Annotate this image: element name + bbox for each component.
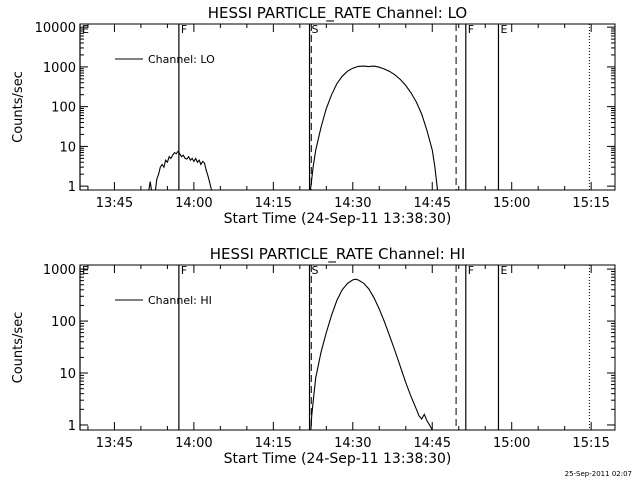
x-tick-label-lo: 14:00 [175, 196, 212, 211]
x-tick-label-lo: 13:45 [96, 196, 133, 211]
x-tick-label-lo: 14:30 [334, 196, 371, 211]
y-tick-label-lo: 100 [51, 101, 76, 116]
y-tick-label-hi: 10 [59, 367, 76, 382]
event-marker-label-lo: E [82, 23, 89, 36]
chart-title-hi: HESSI PARTICLE_RATE Channel: HI [210, 245, 466, 264]
event-marker-label-hi: S [312, 264, 319, 277]
y-tick-label-lo: 10000 [35, 21, 76, 36]
x-tick-label-hi: 14:30 [334, 436, 371, 451]
x-tick-label-hi: 13:45 [96, 436, 133, 451]
event-marker-label-hi: E [82, 264, 89, 277]
y-tick-label-lo: 10 [59, 140, 76, 155]
x-tick-label-lo: 14:15 [255, 196, 292, 211]
y-tick-label-lo: 1 [68, 180, 76, 195]
series-line-lo [309, 65, 439, 190]
y-tick-label-hi: 1000 [43, 263, 76, 278]
event-marker-label-lo: S [312, 23, 319, 36]
x-tick-label-hi: 15:15 [572, 436, 609, 451]
series-line-lo [148, 150, 213, 190]
event-marker-label-hi: F [181, 264, 187, 277]
x-tick-label-lo: 14:45 [414, 196, 451, 211]
x-tick-label-hi: 14:00 [175, 436, 212, 451]
y-axis-label-hi: Counts/sec [11, 312, 26, 384]
event-marker-label-lo: F [468, 23, 474, 36]
event-marker-label-hi: E [500, 264, 507, 277]
y-tick-label-hi: 100 [51, 315, 76, 330]
x-tick-label-hi: 15:00 [493, 436, 530, 451]
series-line-hi [310, 278, 433, 430]
event-marker-label-lo: F [181, 23, 187, 36]
event-marker-label-hi: F [468, 264, 474, 277]
x-tick-label-lo: 15:00 [493, 196, 530, 211]
plot-frame-lo [79, 23, 616, 191]
y-axis-label-lo: Counts/sec [11, 71, 26, 143]
chart-panel-hi: HESSI PARTICLE_RATE Channel: HI 13:45 14:0… [11, 245, 616, 467]
x-tick-label-hi: 14:15 [255, 436, 292, 451]
chart-title-lo: HESSI PARTICLE_RATE Channel: LO [208, 4, 467, 23]
x-axis-label-lo: Start Time (24-Sep-11 13:38:30) [224, 211, 452, 227]
legend-label-lo: Channel: LO [148, 53, 215, 66]
y-tick-label-hi: 1 [68, 419, 76, 434]
plot-frame-hi [79, 264, 616, 431]
plot-timestamp: 25-Sep-2011 02:07 [564, 470, 632, 478]
y-tick-label-lo: 1000 [43, 61, 76, 76]
x-axis-label-hi: Start Time (24-Sep-11 13:38:30) [224, 451, 452, 467]
event-marker-label-lo: E [500, 23, 507, 36]
x-tick-label-lo: 15:15 [572, 196, 609, 211]
x-tick-label-hi: 14:45 [414, 436, 451, 451]
chart-panel-lo: HESSI PARTICLE_RATE Channel: LO 13:45 14:0… [11, 4, 616, 227]
legend-label-hi: Channel: HI [148, 294, 212, 307]
